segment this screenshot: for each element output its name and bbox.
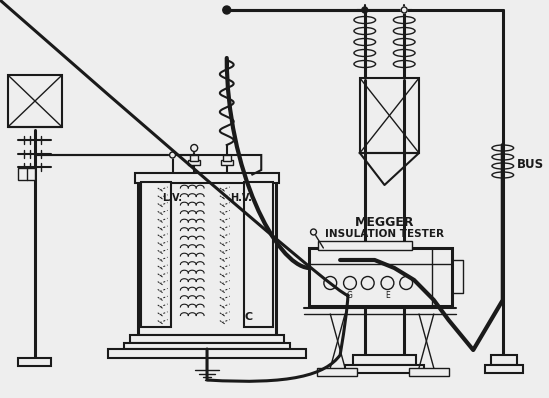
Bar [141,182,171,327]
Text: INSULATION TESTER: INSULATION TESTER [325,229,444,239]
Text: G: G [347,291,353,300]
Text: BUS: BUS [517,158,544,171]
Bar [221,160,233,165]
Bar [109,349,306,358]
Bar [244,182,273,327]
Circle shape [311,229,316,235]
Bar [485,365,523,373]
Bar [345,365,424,373]
Bar [318,241,412,250]
Circle shape [191,144,198,152]
Bar [491,355,517,365]
Bar [317,368,357,376]
Bar [360,78,419,153]
Text: E: E [385,291,390,300]
Bar [124,343,290,349]
Text: H.V.: H.V. [229,193,251,203]
Text: L.V.: L.V. [163,193,182,203]
Bar [135,173,279,183]
Bar [138,180,276,335]
Bar [18,358,51,366]
Text: C: C [244,312,253,322]
Bar [223,155,231,161]
Bar [309,248,451,306]
Bar [191,155,198,161]
Bar [353,355,416,365]
Bar [18,168,36,180]
Bar [188,160,200,165]
Bar [8,75,62,127]
Bar [409,368,449,376]
Text: MEGGER: MEGGER [355,216,414,229]
Circle shape [170,152,176,158]
Bar [130,335,284,343]
Circle shape [401,7,407,13]
Circle shape [362,7,368,13]
Circle shape [223,6,231,14]
